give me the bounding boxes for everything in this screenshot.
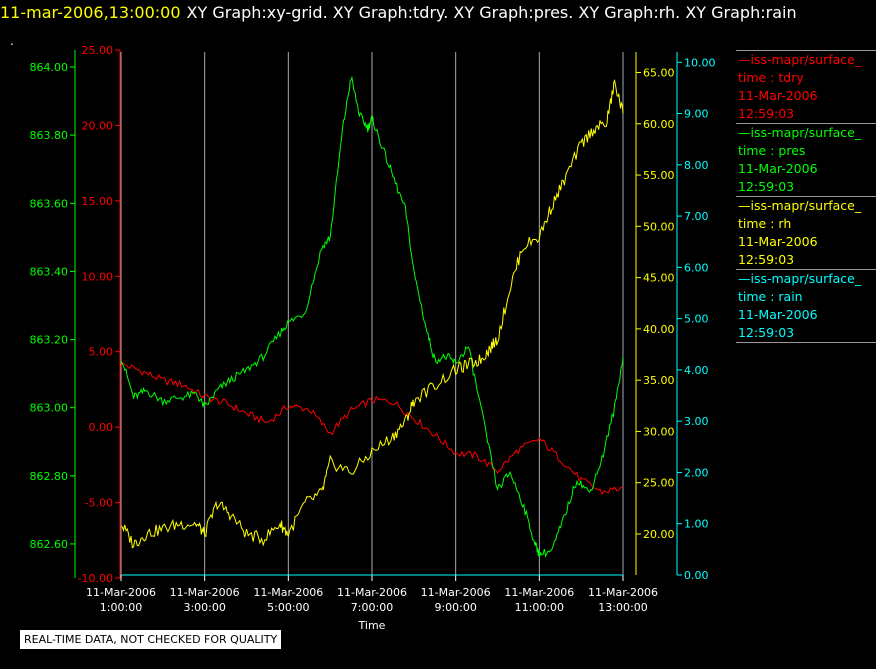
legend-entry-pres: —iss-mapr/surface_ time : pres 11-Mar-20…	[736, 123, 876, 196]
legend-entry-rain: —iss-mapr/surface_ time : rain 11-Mar-20…	[736, 269, 876, 343]
rain-tick-label: 7.00	[684, 210, 709, 223]
x-tick-label-time: 5:00:00	[267, 601, 309, 614]
tdry-tick-label: 5.00	[89, 346, 114, 359]
legend-variable: time : rain	[738, 289, 803, 304]
rh-tick-label: 55.00	[643, 169, 675, 182]
tdry-tick-label: -5.00	[85, 497, 113, 510]
rain-tick-label: 2.00	[684, 466, 709, 479]
tdry-tick-label: 15.00	[82, 195, 114, 208]
rh-tick-label: 30.00	[643, 425, 675, 438]
rh-tick-label: 20.00	[643, 528, 675, 541]
rain-tick-label: 1.00	[684, 518, 709, 531]
pres-tick-label: 863.00	[30, 402, 69, 415]
pres-tick-label: 863.40	[30, 265, 69, 278]
tdry-tick-label: 10.00	[82, 270, 114, 283]
rh-tick-label: 40.00	[643, 323, 675, 336]
x-tick-label-date: 11-Mar-2006	[170, 586, 240, 599]
rh-tick-label: 45.00	[643, 272, 675, 285]
rh-tick-label: 65.00	[643, 67, 675, 80]
header-dot: .	[10, 34, 14, 48]
legend-source: —iss-mapr/surface_	[738, 52, 862, 67]
series-line-rh	[120, 78, 624, 549]
x-tick-label-time: 11:00:00	[515, 601, 564, 614]
legend-entry-rh: —iss-mapr/surface_ time : rh 11-Mar-2006…	[736, 196, 876, 269]
pres-tick-label: 862.60	[30, 538, 69, 551]
rain-tick-label: 6.00	[684, 261, 709, 274]
rh-tick-label: 25.00	[643, 477, 675, 490]
chart-header: 11-mar-2006,13:00:00 XY Graph:xy-grid. XY…	[0, 2, 797, 24]
rain-tick-label: 4.00	[684, 364, 709, 377]
legend-variable: time : tdry	[738, 70, 804, 85]
legend-time: 12:59:03	[738, 252, 795, 267]
pres-tick-label: 863.60	[30, 197, 69, 210]
x-tick-label-time: 13:00:00	[598, 601, 647, 614]
series-line-tdry	[120, 361, 624, 496]
pres-tick-label: 863.80	[30, 129, 69, 142]
pres-tick-label: 862.80	[30, 470, 69, 483]
legend-date: 11-Mar-2006	[738, 234, 818, 249]
legend-variable: time : pres	[738, 143, 806, 158]
x-axis-label: Time	[358, 619, 386, 632]
legend-time: 12:59:03	[738, 106, 795, 121]
tdry-tick-label: 25.00	[82, 44, 114, 57]
tdry-tick-label: -10.00	[78, 572, 113, 585]
rain-tick-label: 8.00	[684, 159, 709, 172]
x-tick-label-date: 11-Mar-2006	[253, 586, 323, 599]
rain-tick-label: 3.00	[684, 415, 709, 428]
x-tick-label-date: 11-Mar-2006	[504, 586, 574, 599]
legend-time: 12:59:03	[738, 179, 795, 194]
x-tick-label-time: 9:00:00	[434, 601, 476, 614]
rain-tick-label: 5.00	[684, 313, 709, 326]
legend-source: —iss-mapr/surface_	[738, 198, 862, 213]
x-tick-label-date: 11-Mar-2006	[337, 586, 407, 599]
legend-entry-tdry: —iss-mapr/surface_ time : tdry 11-Mar-20…	[736, 50, 876, 123]
pres-tick-label: 863.20	[30, 334, 69, 347]
legend-date: 11-Mar-2006	[738, 307, 818, 322]
series-line-pres	[120, 75, 624, 558]
pres-tick-label: 864.00	[30, 61, 69, 74]
rh-tick-label: 35.00	[643, 374, 675, 387]
legend: —iss-mapr/surface_ time : tdry 11-Mar-20…	[736, 50, 876, 343]
x-tick-label-time: 3:00:00	[183, 601, 225, 614]
legend-date: 11-Mar-2006	[738, 161, 818, 176]
x-tick-label-date: 11-Mar-2006	[86, 586, 156, 599]
legend-time: 12:59:03	[738, 325, 795, 340]
rain-tick-label: 10.00	[684, 56, 716, 69]
tdry-tick-label: 0.00	[89, 421, 114, 434]
legend-variable: time : rh	[738, 216, 792, 231]
rh-tick-label: 50.00	[643, 220, 675, 233]
legend-source: —iss-mapr/surface_	[738, 271, 862, 286]
rh-tick-label: 60.00	[643, 118, 675, 131]
legend-date: 11-Mar-2006	[738, 88, 818, 103]
header-timestamp: 11-mar-2006,13:00:00	[0, 3, 181, 22]
x-tick-label-date: 11-Mar-2006	[421, 586, 491, 599]
data-quality-note: REAL-TIME DATA, NOT CHECKED FOR QUALITY	[20, 630, 282, 649]
tdry-tick-label: 20.00	[82, 119, 114, 132]
x-tick-label-time: 1:00:00	[100, 601, 142, 614]
legend-source: —iss-mapr/surface_	[738, 125, 862, 140]
header-graph-titles: XY Graph:xy-grid. XY Graph:tdry. XY Grap…	[186, 3, 797, 22]
x-tick-label-time: 7:00:00	[351, 601, 393, 614]
x-tick-label-date: 11-Mar-2006	[588, 586, 658, 599]
rain-tick-label: 9.00	[684, 108, 709, 121]
rain-tick-label: 0.00	[684, 569, 709, 582]
